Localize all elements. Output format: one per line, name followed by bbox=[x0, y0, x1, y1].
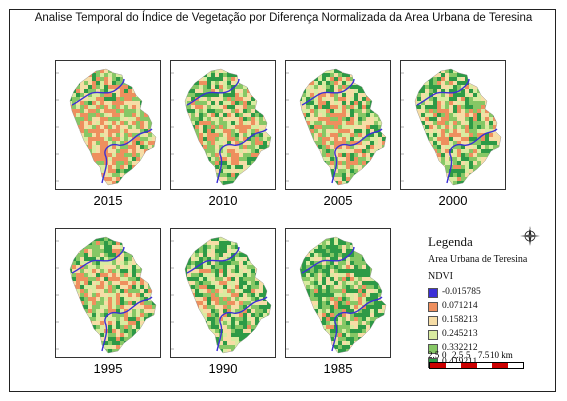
scale-label: 10 km bbox=[490, 350, 513, 360]
ndvi-map-panel-1985 bbox=[285, 228, 391, 358]
scale-label: 2.5 bbox=[428, 350, 440, 360]
scale-label: 2.5 bbox=[452, 350, 464, 360]
legend-swatch bbox=[428, 288, 438, 298]
panel-year-label: 1995 bbox=[93, 361, 123, 376]
scale-labels: 2.5 0 2.5 5 7.5 10 km bbox=[428, 350, 553, 362]
ndvi-map-panel-2005 bbox=[285, 60, 391, 190]
river bbox=[101, 128, 153, 184]
legend-area-label: Area Urbana de Teresina bbox=[428, 254, 528, 265]
panel-year-label: 2000 bbox=[438, 193, 468, 208]
river bbox=[71, 246, 125, 274]
legend-swatch bbox=[428, 330, 438, 340]
compass-rose-icon: N bbox=[520, 226, 540, 246]
panel-year-label: 2015 bbox=[93, 193, 123, 208]
river bbox=[331, 296, 383, 352]
river bbox=[186, 246, 240, 274]
legend-swatch bbox=[428, 344, 438, 354]
river bbox=[71, 78, 125, 106]
river bbox=[216, 128, 268, 184]
ndvi-map-panel-2010 bbox=[170, 60, 276, 190]
legend-label: 0.245213 bbox=[442, 329, 478, 339]
legend-swatch bbox=[428, 316, 438, 326]
river bbox=[331, 128, 383, 184]
river bbox=[416, 78, 470, 106]
ndvi-map-panel-2000 bbox=[400, 60, 506, 190]
legend-label: 0.158213 bbox=[442, 315, 478, 325]
ndvi-map-panel-1995 bbox=[55, 228, 161, 358]
panel-year-label: 1990 bbox=[208, 361, 238, 376]
map-title: Analise Temporal do Índice de Vegetação … bbox=[34, 12, 533, 24]
river bbox=[301, 78, 355, 106]
legend-ndvi-label: NDVI bbox=[428, 271, 453, 282]
river bbox=[216, 296, 268, 352]
river bbox=[446, 128, 498, 184]
scale-bar bbox=[429, 362, 524, 369]
river bbox=[186, 78, 240, 106]
river bbox=[101, 296, 153, 352]
legend-label: 0.071214 bbox=[442, 301, 478, 311]
river bbox=[301, 246, 355, 274]
panel-year-label: 2005 bbox=[323, 193, 353, 208]
panel-year-label: 2010 bbox=[208, 193, 238, 208]
legend-title: Legenda bbox=[428, 234, 473, 249]
scale-label: 7.5 bbox=[478, 350, 490, 360]
ndvi-map-panel-2015 bbox=[55, 60, 161, 190]
ndvi-map-panel-1990 bbox=[170, 228, 276, 358]
legend-swatch bbox=[428, 302, 438, 312]
legend-label: -0.015785 bbox=[442, 287, 481, 297]
scale-label: 5 bbox=[466, 350, 471, 360]
scale-label: 0 bbox=[442, 350, 447, 360]
panel-year-label: 1985 bbox=[323, 361, 353, 376]
legend-label: 0.332212 bbox=[442, 343, 478, 353]
